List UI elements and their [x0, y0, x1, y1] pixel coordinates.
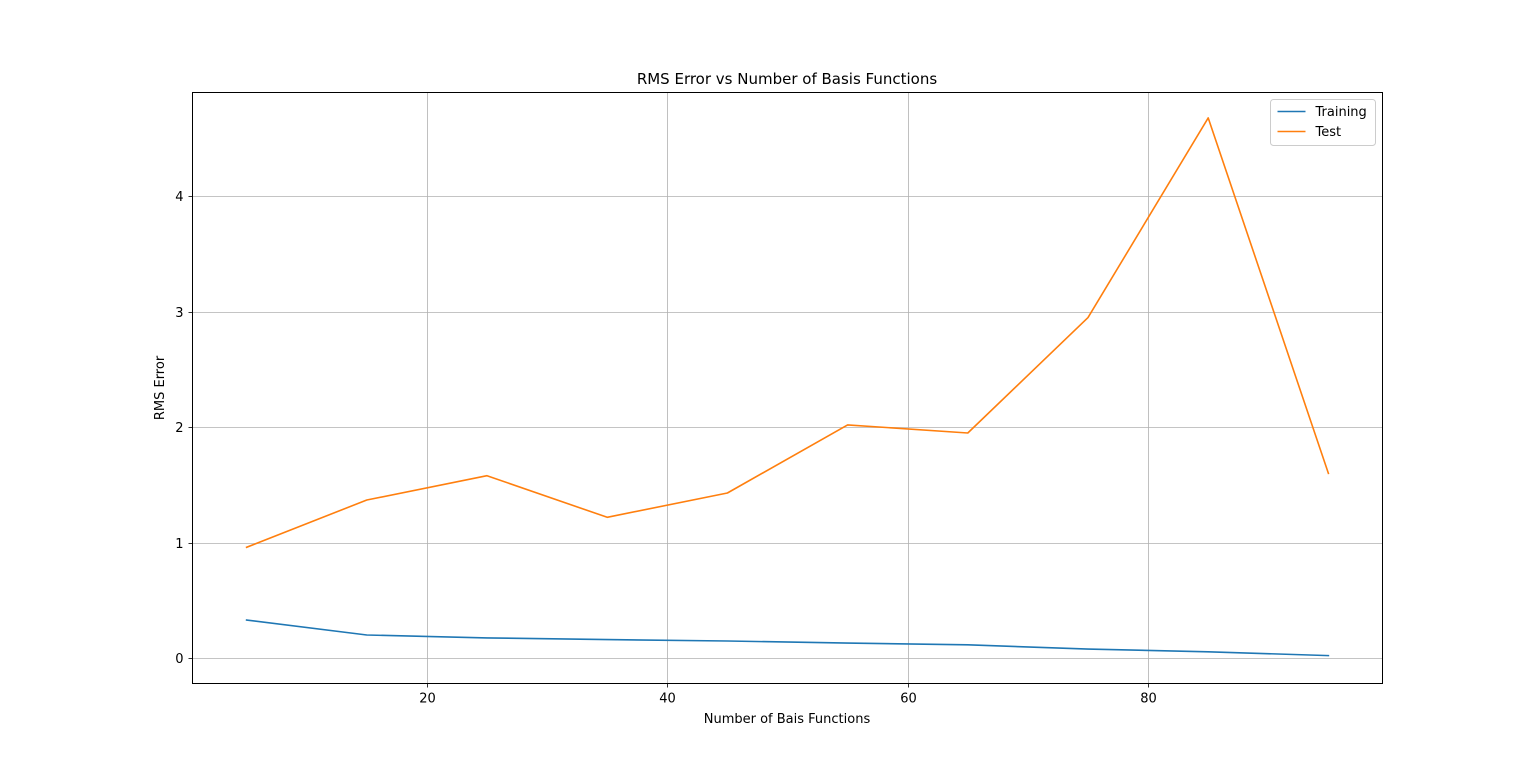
series-lines [245, 117, 1330, 657]
x-tick-label: 40 [659, 692, 676, 707]
x-axis-ticks: 20 40 60 80 [419, 683, 1157, 707]
y-tick-label: 1 [175, 537, 183, 552]
x-tick-label: 60 [900, 692, 917, 707]
legend: Training Test [1270, 99, 1376, 146]
x-axis-label: Number of Bais Functions [704, 712, 871, 727]
y-axis-label: RMS Error [153, 355, 168, 420]
x-tick-label: 80 [1140, 692, 1157, 707]
plot-frame [192, 92, 1383, 684]
x-tick-label: 20 [419, 692, 436, 707]
series-line-training [245, 619, 1330, 657]
y-axis-ticks: 0 1 2 3 4 [175, 190, 193, 667]
y-tick-label: 3 [175, 306, 183, 321]
y-tick-label: 0 [175, 652, 183, 667]
series-line-test [245, 117, 1330, 549]
legend-label-test: Test [1315, 125, 1342, 140]
grid [192, 92, 1383, 684]
chart-title: RMS Error vs Number of Basis Functions [637, 70, 938, 88]
y-tick-label: 2 [175, 421, 183, 436]
y-tick-label: 4 [175, 190, 183, 205]
legend-label-training: Training [1315, 105, 1367, 120]
